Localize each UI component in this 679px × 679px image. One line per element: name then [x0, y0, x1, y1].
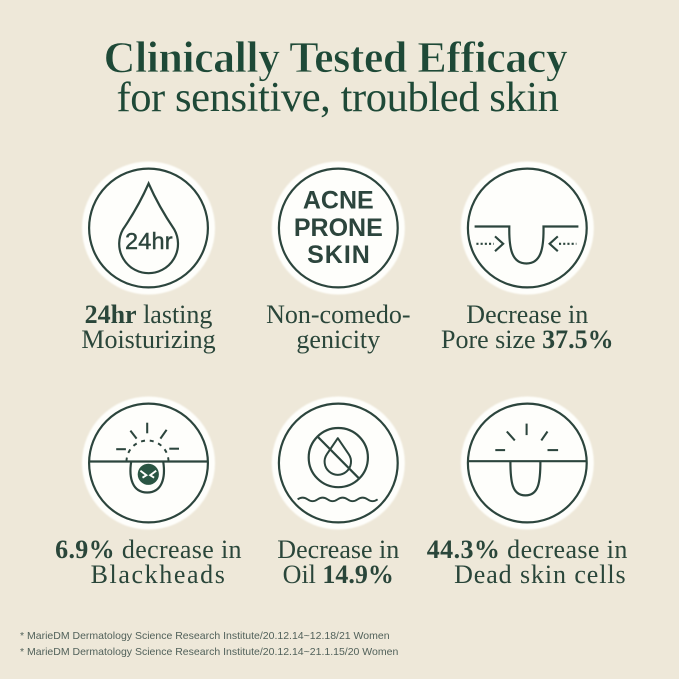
svg-text:24hr: 24hr	[125, 228, 173, 254]
svg-text:PRONE: PRONE	[294, 214, 383, 242]
svg-text:SKIN: SKIN	[307, 241, 371, 269]
svg-text:ACNE: ACNE	[303, 186, 374, 214]
